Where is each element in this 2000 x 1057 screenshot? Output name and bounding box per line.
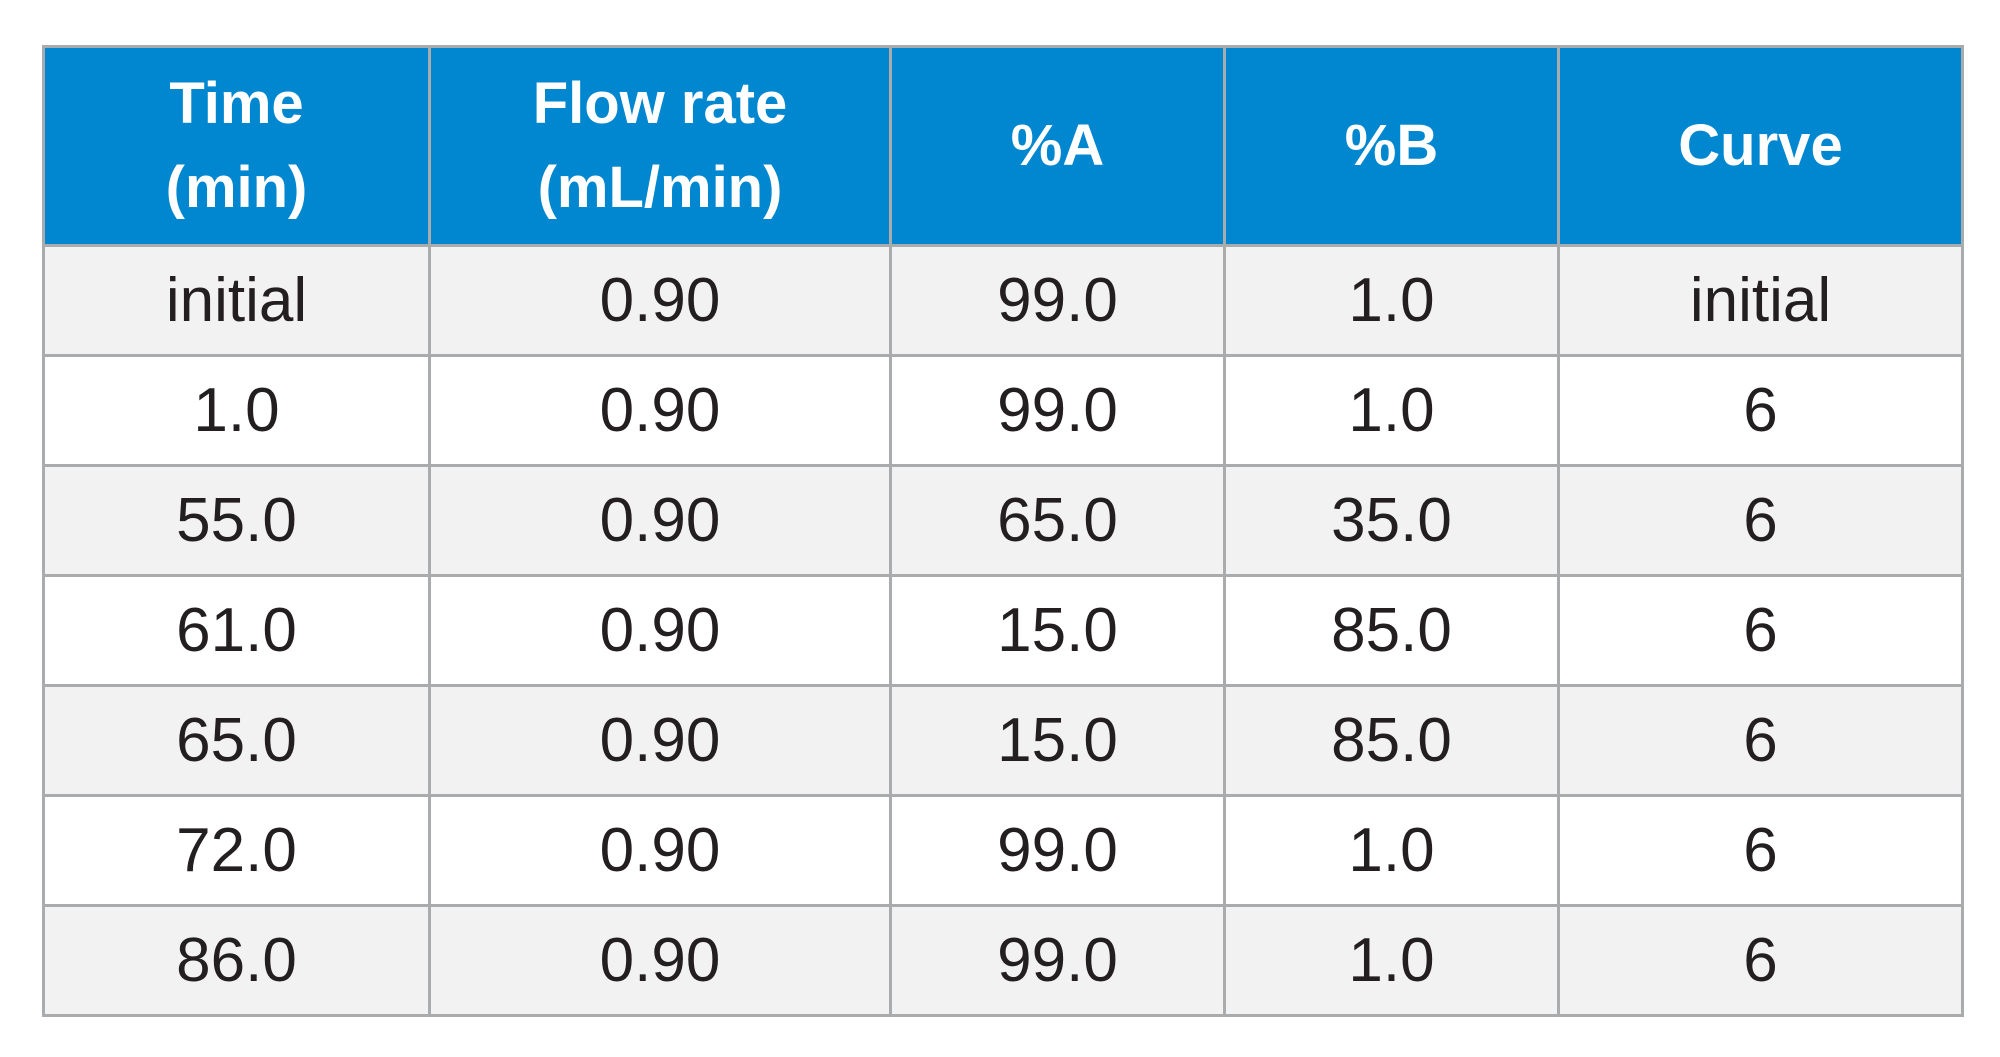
cell-curve: 6 xyxy=(1557,684,1964,797)
cell-percent-a: 15.0 xyxy=(889,574,1226,687)
cell-time: 61.0 xyxy=(42,574,431,687)
header-time: Time (min) xyxy=(42,45,431,247)
header-curve: Curve xyxy=(1557,45,1964,247)
header-flow-rate: Flow rate (mL/min) xyxy=(428,45,892,247)
cell-percent-b: 1.0 xyxy=(1223,244,1560,357)
cell-percent-b: 1.0 xyxy=(1223,904,1560,1017)
header-percent-a: %A xyxy=(889,45,1226,247)
cell-flow-rate: 0.90 xyxy=(428,464,892,577)
cell-percent-b: 1.0 xyxy=(1223,794,1560,907)
gradient-table: Time (min) Flow rate (mL/min) %A %B Curv… xyxy=(42,45,1964,1017)
cell-time: 72.0 xyxy=(42,794,431,907)
cell-percent-b: 85.0 xyxy=(1223,684,1560,797)
header-percent-a-label: %A xyxy=(1010,113,1105,178)
table-row: 86.0 0.90 99.0 1.0 6 xyxy=(42,904,1964,1017)
table-row: 72.0 0.90 99.0 1.0 6 xyxy=(42,794,1964,907)
header-percent-b: %B xyxy=(1223,45,1560,247)
cell-flow-rate: 0.90 xyxy=(428,244,892,357)
cell-percent-b: 1.0 xyxy=(1223,354,1560,467)
cell-percent-b: 35.0 xyxy=(1223,464,1560,577)
cell-flow-rate: 0.90 xyxy=(428,904,892,1017)
table-row: 65.0 0.90 15.0 85.0 6 xyxy=(42,684,1964,797)
cell-percent-a: 99.0 xyxy=(889,794,1226,907)
cell-time: 1.0 xyxy=(42,354,431,467)
cell-time: initial xyxy=(42,244,431,357)
header-time-line-2: (min) xyxy=(165,155,308,220)
header-row: Time (min) Flow rate (mL/min) %A %B Curv… xyxy=(42,45,1964,247)
table-row: 61.0 0.90 15.0 85.0 6 xyxy=(42,574,1964,687)
header-flow-rate-line-2: (mL/min) xyxy=(537,155,783,220)
cell-time: 86.0 xyxy=(42,904,431,1017)
cell-percent-a: 65.0 xyxy=(889,464,1226,577)
cell-curve: 6 xyxy=(1557,464,1964,577)
table-row: 1.0 0.90 99.0 1.0 6 xyxy=(42,354,1964,467)
header-flow-rate-line-1: Flow rate xyxy=(532,71,788,136)
cell-time: 65.0 xyxy=(42,684,431,797)
cell-curve: 6 xyxy=(1557,574,1964,687)
table-row: initial 0.90 99.0 1.0 initial xyxy=(42,244,1964,357)
cell-percent-a: 99.0 xyxy=(889,354,1226,467)
cell-curve: 6 xyxy=(1557,794,1964,907)
cell-flow-rate: 0.90 xyxy=(428,354,892,467)
header-time-line-1: Time xyxy=(169,71,304,136)
header-percent-b-label: %B xyxy=(1344,113,1439,178)
cell-percent-a: 99.0 xyxy=(889,904,1226,1017)
cell-percent-b: 85.0 xyxy=(1223,574,1560,687)
cell-percent-a: 99.0 xyxy=(889,244,1226,357)
cell-curve: 6 xyxy=(1557,904,1964,1017)
cell-flow-rate: 0.90 xyxy=(428,684,892,797)
cell-time: 55.0 xyxy=(42,464,431,577)
cell-curve: initial xyxy=(1557,244,1964,357)
cell-flow-rate: 0.90 xyxy=(428,794,892,907)
table-row: 55.0 0.90 65.0 35.0 6 xyxy=(42,464,1964,577)
cell-percent-a: 15.0 xyxy=(889,684,1226,797)
header-curve-label: Curve xyxy=(1678,113,1843,178)
cell-flow-rate: 0.90 xyxy=(428,574,892,687)
cell-curve: 6 xyxy=(1557,354,1964,467)
